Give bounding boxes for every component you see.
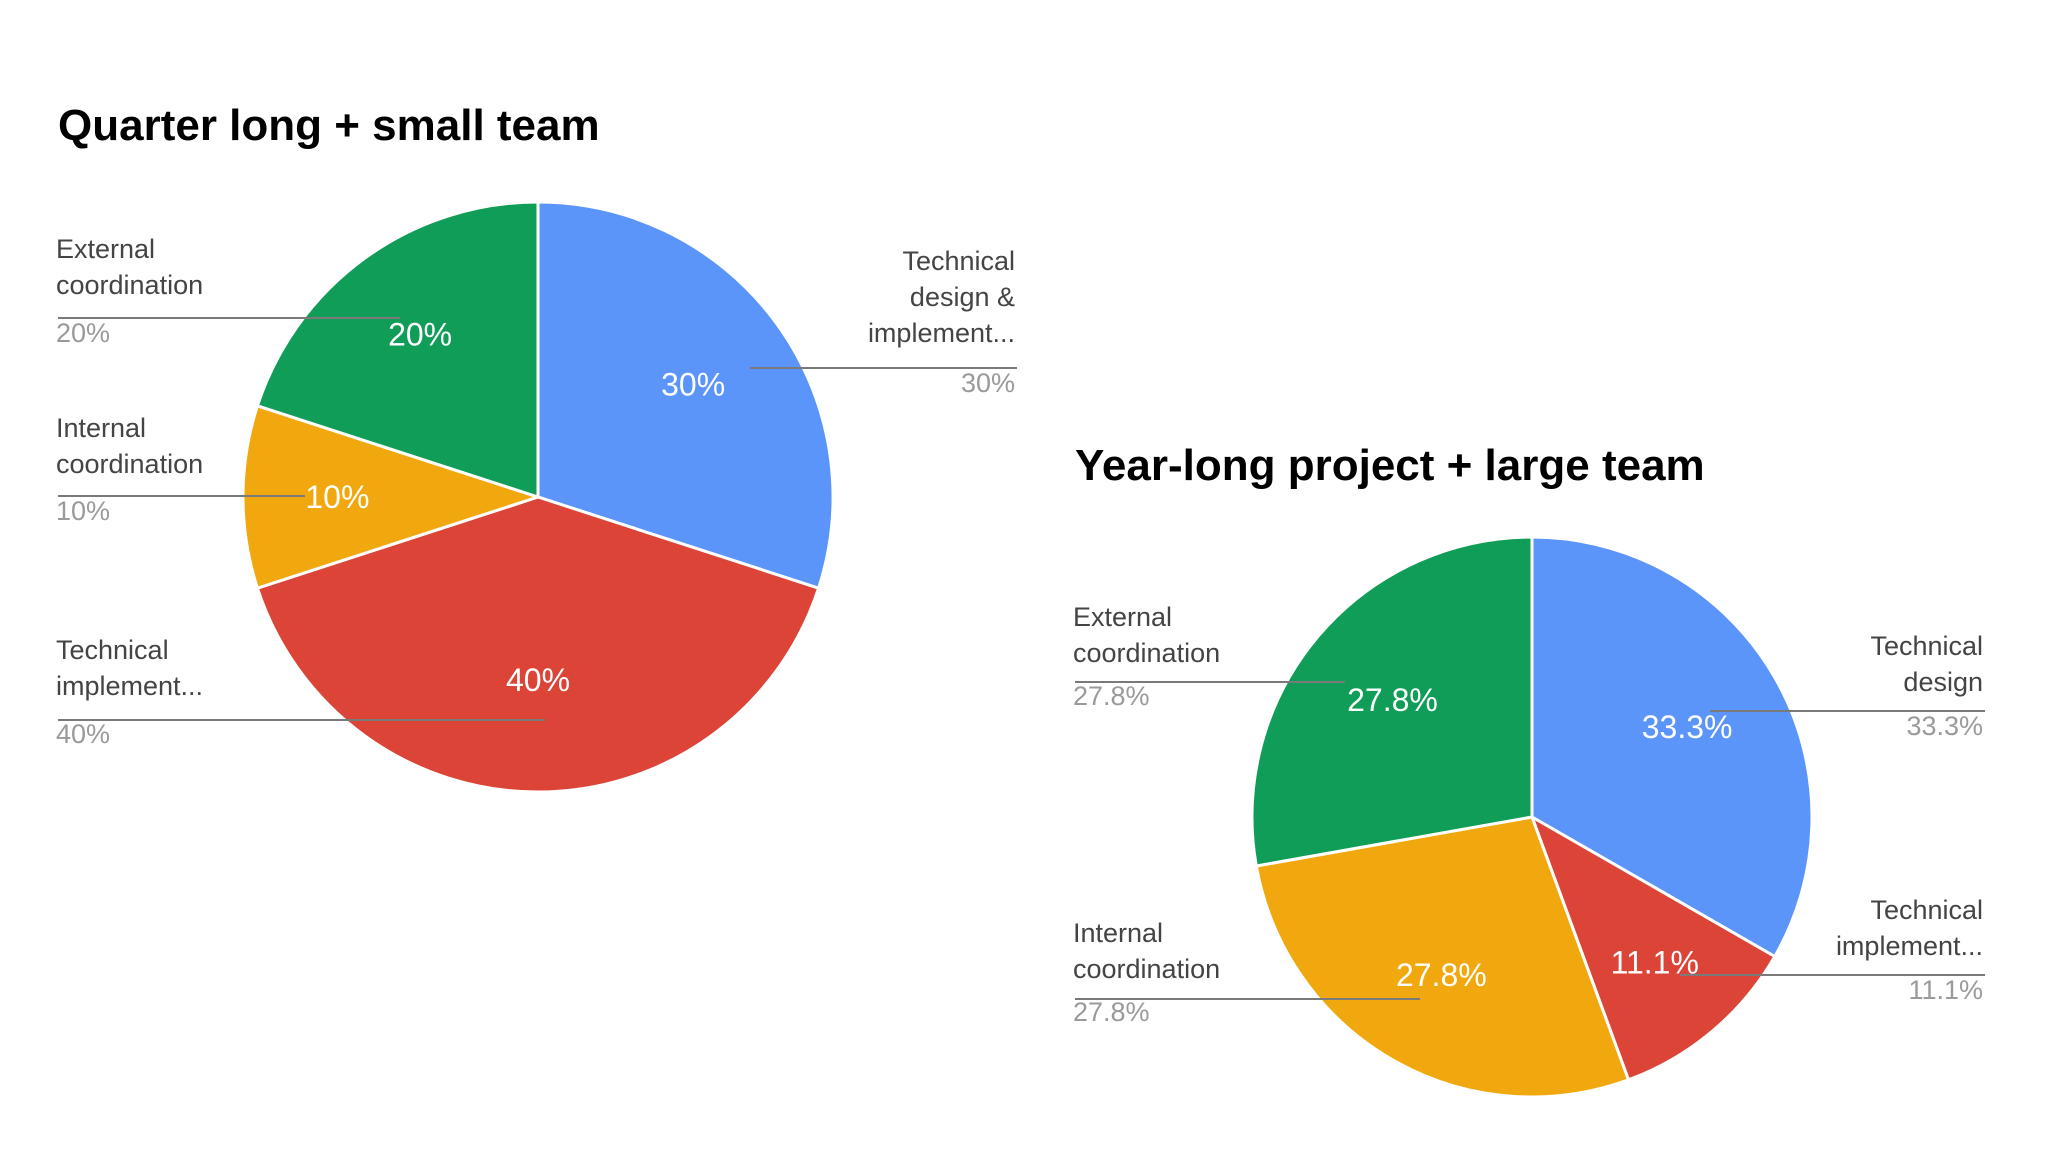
callout-category-label: Technical implement... [1836,895,1983,961]
pie-slice [1529,813,1777,1082]
pie-slices [241,200,835,794]
callout-label-line: coordination [1073,638,1220,668]
callout-label-line: Technical [902,246,1015,276]
callout-label-line: design & [910,282,1015,312]
callout-label-line: Technical [56,635,169,665]
callout-value-label: 30% [961,368,1015,398]
callout-value-label: 10% [56,496,110,526]
slice-value-labels: 33.3% 11.1% 27.8% 27.8% [1347,682,1732,993]
callout-value-label: 27.8% [1073,997,1150,1027]
slice-value-labels: 30% 40% 10% 20% [305,317,725,698]
callout-label-line: implement... [868,318,1015,348]
callout-category-label: Internal coordination [56,413,203,479]
callout-category-label: Technical design [1870,631,1983,697]
slice-value-label: 27.8% [1396,957,1487,993]
pie-slice [1530,535,1814,959]
callout-category-label: External coordination [1073,602,1220,668]
chart-title: Quarter long + small team [58,101,600,150]
callout-label-line: External [1073,602,1172,632]
slice-value-label: 20% [388,317,452,353]
slice-value-label: 27.8% [1347,682,1438,718]
chart-title: Year-long project + large team [1075,441,1705,490]
pie-chart-quarter-long: Quarter long + small team 30% 40% 10% 20% T… [56,101,1017,794]
callout-category-label: Technical design & implement... [868,246,1015,348]
callout-label-line: Technical [1870,631,1983,661]
callout-labels: Technical design 33.3% Technical implement..… [1073,602,1983,1027]
leader-lines [58,317,1017,721]
pie-chart-year-long: Year-long project + large team 33.3% 11.1… [1073,441,1985,1099]
pie-slice [1254,815,1631,1099]
callout-value-label: 20% [56,318,110,348]
slice-value-label: 11.1% [1611,945,1699,981]
leader-lines [1075,681,1985,1000]
pie-slice [1250,535,1534,868]
callout-label-line: implement... [56,671,203,701]
callout-label-line: Internal [56,413,146,443]
callout-label-line: Internal [1073,918,1163,948]
callout-category-label: Internal coordination [1073,918,1220,984]
slice-value-label: 33.3% [1642,709,1733,745]
callout-label-line: implement... [1836,931,1983,961]
callout-label-line: External [56,234,155,264]
callout-value-label: 33.3% [1906,711,1983,741]
pie-slice [255,200,540,500]
callout-category-label: External coordination [56,234,203,300]
callout-value-label: 40% [56,719,110,749]
slice-value-label: 40% [506,662,570,698]
callout-value-label: 11.1% [1908,975,1983,1005]
pie-slice [536,200,835,591]
callout-label-line: coordination [56,270,203,300]
pie-slice [255,495,821,794]
callout-label-line: design [1903,667,1983,697]
callout-value-label: 27.8% [1073,681,1150,711]
slice-value-label: 10% [305,479,369,515]
slice-value-label: 30% [661,366,725,402]
callout-label-line: Technical [1870,895,1983,925]
callout-category-label: Technical implement... [56,635,203,701]
callout-label-line: coordination [56,449,203,479]
pie-slices [1250,535,1814,1099]
callout-label-line: coordination [1073,954,1220,984]
callout-labels: Technical design & implement... 30% Technica… [56,234,1015,749]
